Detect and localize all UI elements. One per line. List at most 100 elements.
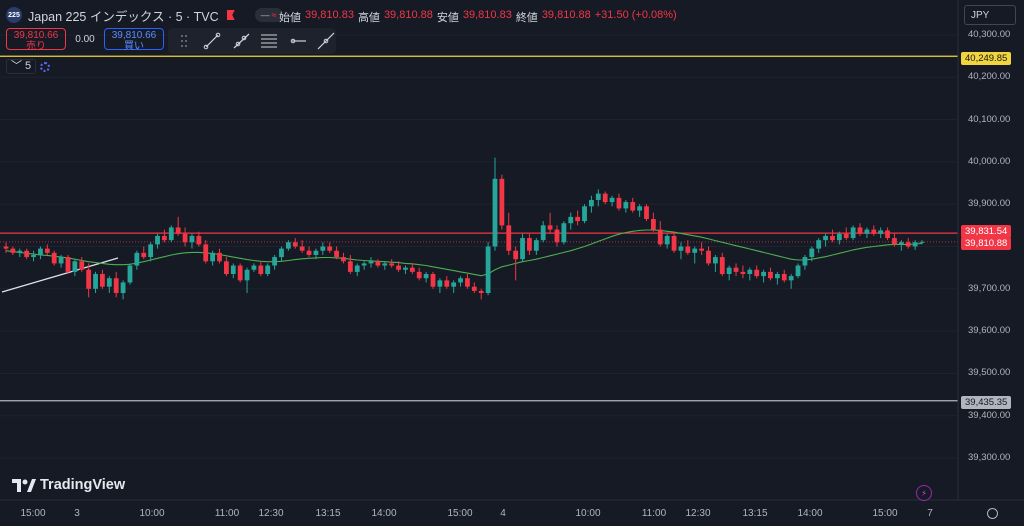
time-tick-label: 7	[927, 508, 933, 519]
candle-body	[451, 282, 457, 287]
close-value: 39,810.88	[541, 9, 591, 21]
candle-body	[637, 206, 643, 211]
buy-button[interactable]: 39,810.66 買い	[104, 28, 164, 52]
candle-body	[602, 193, 608, 203]
candle-body	[382, 263, 388, 266]
trend-line-icon[interactable]	[202, 31, 221, 51]
candle-body	[747, 269, 753, 274]
candle-body	[65, 257, 71, 272]
candle-body	[478, 290, 484, 294]
candle-body	[830, 235, 835, 241]
indicator-settings-icon[interactable]	[40, 61, 51, 72]
candle-body	[100, 273, 105, 287]
candle-body	[823, 235, 828, 241]
high-value: 39,810.88	[383, 9, 433, 21]
candle-body	[251, 265, 257, 270]
candle-body	[465, 278, 470, 287]
candle-body	[347, 261, 353, 272]
candle-body	[843, 233, 849, 239]
spread-value: 0.00	[75, 33, 95, 45]
candle-body	[175, 227, 181, 234]
symbol-title[interactable]: Japan 225 インデックス · 5 · TVC	[28, 9, 219, 24]
tradingview-logo: TradingView	[12, 477, 125, 493]
ray-icon[interactable]	[231, 31, 250, 51]
candle-body	[864, 229, 870, 234]
change-value: +31.50 (+0.08%)	[594, 9, 677, 21]
time-tick-label: 11:00	[641, 508, 667, 519]
candle-body	[623, 202, 629, 209]
fib-retracement-icon[interactable]	[259, 31, 279, 51]
trend-line-drawing[interactable]	[1, 257, 119, 293]
time-tick-label: 3	[74, 508, 80, 519]
candle-body	[313, 250, 319, 255]
flag-icon[interactable]	[226, 10, 235, 20]
candle-body	[919, 241, 925, 243]
candle-body	[816, 240, 822, 249]
candle-body	[912, 242, 918, 247]
candle-body	[499, 178, 505, 226]
candle-body	[685, 246, 691, 253]
time-tick-label: 10:00	[575, 508, 601, 519]
chart-mode-toggle[interactable]: — ≈	[254, 8, 283, 22]
candle-body	[244, 269, 250, 281]
candle-body	[182, 233, 188, 243]
candle-body	[768, 271, 773, 279]
candle-body	[547, 225, 553, 230]
time-tick-label: 14:00	[371, 508, 397, 519]
candle-body	[740, 271, 746, 274]
candle-body	[285, 242, 291, 249]
candle-body	[650, 219, 656, 230]
grid-lines	[0, 34, 958, 459]
candle-body	[533, 240, 539, 251]
currency-selector[interactable]: JPY	[964, 5, 1016, 25]
candle-body	[17, 250, 23, 253]
price-tick-label: 40,200.00	[968, 71, 1011, 83]
candle-body	[38, 248, 43, 255]
candle-body	[210, 252, 216, 262]
candle-body	[196, 235, 202, 245]
candle-body	[423, 273, 429, 279]
candle-body	[506, 225, 512, 251]
candle-body	[520, 238, 525, 260]
candle-body	[589, 199, 594, 207]
price-tag-yellow: 40,249.85	[961, 52, 1012, 65]
candle-body	[761, 271, 766, 277]
candle-body	[437, 280, 443, 287]
lightning-icon[interactable]: ⚡	[916, 485, 932, 501]
dots-handle-icon[interactable]	[174, 31, 193, 51]
candle-body	[788, 276, 794, 281]
extended-line-icon[interactable]	[317, 31, 336, 51]
candle-body	[79, 261, 85, 270]
candle-body	[513, 250, 519, 260]
price-tick-label: 40,000.00	[968, 155, 1011, 167]
price-tick-label: 39,300.00	[968, 452, 1011, 463]
horizontal-price-lines[interactable]	[0, 55, 958, 402]
interval-selector[interactable]: ﹀ 5	[6, 59, 37, 74]
close-label: 終値	[515, 12, 538, 24]
candle-body	[857, 227, 863, 234]
candle-body	[134, 252, 140, 266]
candle-body	[299, 246, 305, 251]
symbol-header[interactable]: 225 Japan 225 インデックス · 5 · TVC — ≈	[6, 4, 283, 26]
candle-body	[540, 225, 546, 241]
chart-settings-icon[interactable]	[987, 508, 998, 519]
sell-button[interactable]: 39,810.66 売り	[6, 28, 66, 52]
candle-body	[416, 271, 422, 279]
candle-body	[127, 265, 133, 283]
horizontal-ray-icon[interactable]	[288, 31, 307, 51]
candle-body	[575, 216, 581, 222]
candle-body	[568, 216, 574, 224]
time-tick-label: 14:00	[797, 508, 823, 519]
candle-body	[113, 278, 119, 294]
candle-body	[341, 257, 346, 262]
time-tick-label: 10:00	[139, 508, 165, 519]
candle-body	[609, 197, 615, 203]
approx-icon: ≈	[271, 10, 277, 20]
candle-body	[155, 235, 160, 245]
chevron-down-icon: ﹀	[11, 60, 22, 72]
candle-body	[368, 261, 374, 264]
sell-label: 売り	[26, 41, 46, 52]
candle-body	[630, 202, 636, 211]
candle-body	[699, 248, 705, 251]
